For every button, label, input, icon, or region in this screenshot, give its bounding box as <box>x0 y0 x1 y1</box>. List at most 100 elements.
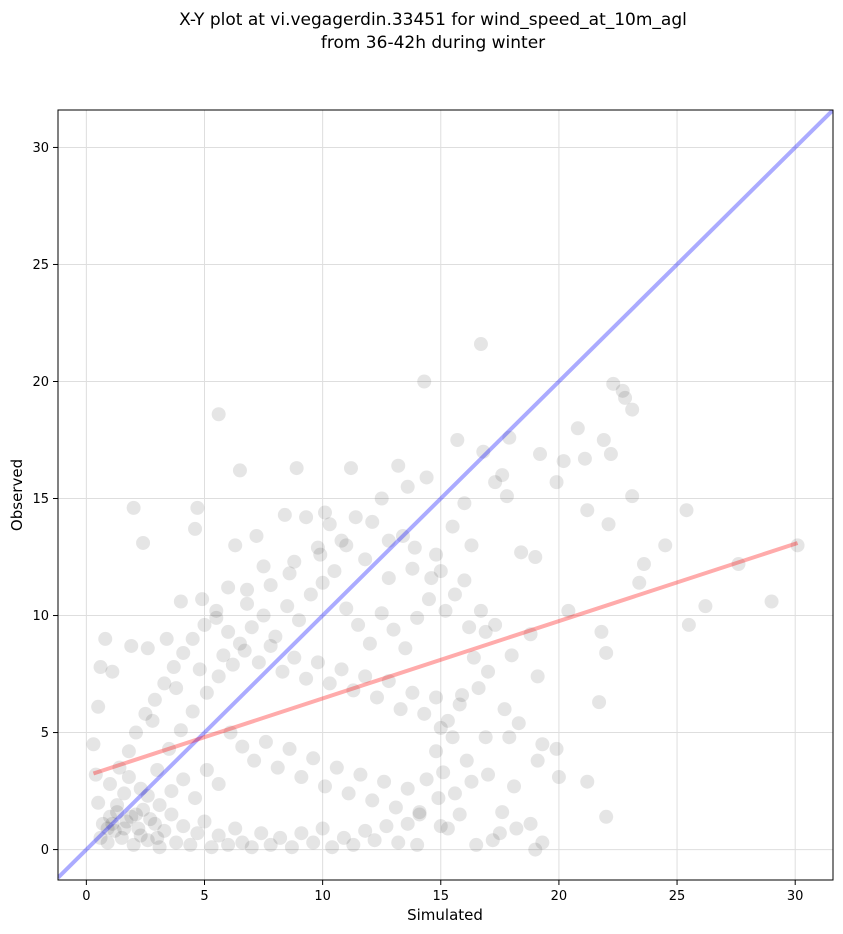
data-point <box>530 669 545 684</box>
data-point <box>374 491 389 506</box>
data-point <box>147 692 162 707</box>
data-point <box>221 624 236 639</box>
data-point <box>429 744 444 759</box>
data-point <box>502 430 517 445</box>
data-point <box>507 779 522 794</box>
data-point <box>535 737 550 752</box>
data-point <box>284 840 299 855</box>
data-point <box>282 741 297 756</box>
data-point <box>157 823 172 838</box>
data-point <box>492 826 507 841</box>
data-point <box>317 779 332 794</box>
data-point <box>698 599 713 614</box>
data-point <box>457 573 472 588</box>
data-point <box>417 374 432 389</box>
data-point <box>606 376 621 391</box>
x-tick-label: 5 <box>200 889 208 904</box>
data-point <box>452 697 467 712</box>
data-point <box>391 458 406 473</box>
data-point <box>228 821 243 836</box>
data-point <box>367 833 382 848</box>
data-point <box>615 383 630 398</box>
data-point <box>140 833 155 848</box>
data-point <box>263 837 278 852</box>
data-point <box>551 770 566 785</box>
data-point <box>339 601 354 616</box>
data-point <box>580 774 595 789</box>
data-point <box>473 603 488 618</box>
data-point <box>450 433 465 447</box>
data-point <box>124 809 139 824</box>
data-point <box>452 807 467 822</box>
data-point <box>481 767 496 782</box>
data-point <box>91 699 106 714</box>
y-tick-label: 15 <box>32 492 49 507</box>
data-point <box>273 830 288 845</box>
data-point <box>88 767 103 782</box>
plot-frame <box>57 109 834 881</box>
data-point <box>681 617 696 632</box>
data-point <box>294 826 309 841</box>
data-point <box>287 650 302 665</box>
data-point <box>412 805 427 820</box>
data-point <box>658 538 673 553</box>
data-point <box>176 772 191 787</box>
data-point <box>533 447 548 462</box>
data-point <box>143 812 158 827</box>
data-point <box>381 674 396 689</box>
data-point <box>523 627 538 642</box>
data-point <box>488 617 503 632</box>
data-point <box>93 660 108 675</box>
data-point <box>502 730 517 745</box>
data-point <box>346 683 361 698</box>
y-tick-label: 10 <box>32 609 49 624</box>
data-point <box>107 823 122 838</box>
data-points <box>86 337 805 857</box>
data-point <box>313 547 328 562</box>
data-point <box>190 500 205 515</box>
data-point <box>121 770 136 785</box>
data-point <box>481 664 496 679</box>
data-point <box>240 596 255 611</box>
data-point <box>93 830 108 845</box>
data-point <box>152 798 167 813</box>
data-point <box>197 617 212 632</box>
data-point <box>306 835 321 850</box>
data-point <box>117 821 132 836</box>
x-tick-label: 20 <box>551 889 568 904</box>
data-point <box>102 777 117 792</box>
data-point <box>495 805 510 820</box>
data-point <box>471 681 486 696</box>
data-point <box>114 830 129 845</box>
data-point <box>459 753 474 768</box>
data-point <box>157 676 172 691</box>
data-point <box>232 463 247 478</box>
data-point <box>145 713 160 728</box>
data-point <box>599 645 614 660</box>
data-point <box>511 716 526 731</box>
data-point <box>105 664 120 679</box>
y-tick-label: 0 <box>41 843 49 858</box>
data-point <box>433 564 448 579</box>
data-point <box>790 538 805 553</box>
data-point <box>310 540 325 555</box>
y-axis-ticks: 0 5 10 15 20 25 30 <box>32 141 58 858</box>
data-point <box>275 664 290 679</box>
data-point <box>244 620 259 635</box>
data-point <box>292 613 307 628</box>
data-point <box>315 575 330 590</box>
data-point <box>150 763 165 777</box>
data-point <box>209 603 224 618</box>
data-point <box>211 828 226 843</box>
data-point <box>440 713 455 728</box>
data-point <box>258 734 273 749</box>
data-point <box>528 842 543 857</box>
data-point <box>348 510 363 525</box>
data-point <box>400 781 415 796</box>
data-point <box>169 681 184 696</box>
data-point <box>445 730 460 745</box>
data-point <box>514 545 529 560</box>
data-point <box>495 468 510 483</box>
data-point <box>244 840 259 855</box>
data-point <box>162 741 177 756</box>
